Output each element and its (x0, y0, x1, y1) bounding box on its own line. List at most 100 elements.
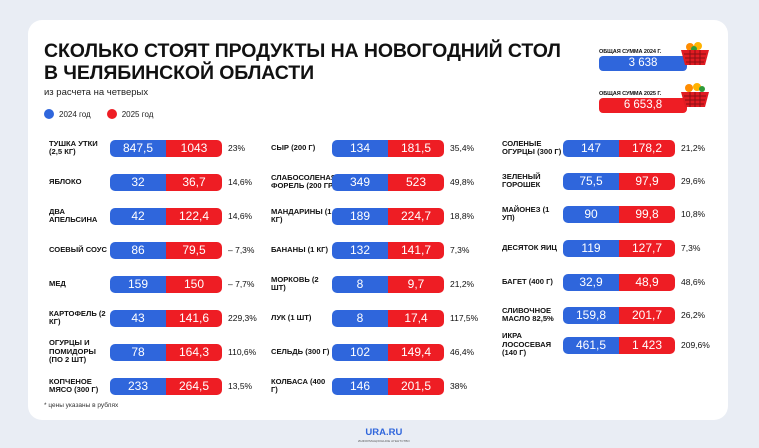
product-name: Яблоко (49, 176, 82, 186)
product-name: Сливочное масло 82,5% (502, 305, 554, 323)
price-change: 18,8% (450, 211, 475, 221)
price-2024: 146 (332, 378, 388, 395)
product-name: Икра лососевая (140 г) (502, 331, 552, 358)
product-name: Слабосоленая форель (200 гр) (271, 172, 337, 190)
legend-label-2024: 2024 год (59, 109, 91, 119)
price-2025: 1 423 (619, 337, 675, 354)
price-2025: 224,7 (388, 208, 444, 225)
legend-dot-blue (44, 109, 54, 119)
product-name: Багет (400 г) (502, 276, 553, 286)
price-2024: 42 (110, 208, 166, 225)
price-2025: 97,9 (619, 173, 675, 190)
price-2025: 99,8 (619, 206, 675, 223)
price-2024: 119 (563, 240, 619, 257)
price-2025: 36,7 (166, 174, 222, 191)
price-2024: 8 (332, 310, 388, 327)
total-2024-value: 3 638 (599, 56, 687, 71)
product-name: Соевый соус (49, 244, 107, 254)
price-2024: 86 (110, 242, 166, 259)
price-2025: 201,7 (619, 307, 675, 324)
price-2024: 43 (110, 310, 166, 327)
product-name: Копченое мясо (300 г) (49, 376, 99, 394)
price-change: 14,6% (228, 177, 253, 187)
total-2024: ОБЩАЯ СУММА 2024 Г. 3 638 (599, 49, 694, 71)
price-2024: 461,5 (563, 337, 619, 354)
total-2025-label: ОБЩАЯ СУММА 2025 Г. (599, 91, 662, 97)
price-change: 10,8% (681, 209, 706, 219)
total-2025-value: 6 653,8 (599, 98, 687, 113)
legend: 2024 год 2025 год (44, 109, 169, 119)
product-name: Десяток яиц (502, 242, 557, 252)
price-change: 23% (228, 143, 246, 153)
title-line-1: СКОЛЬКО СТОЯТ ПРОДУКТЫ НА НОВОГОДНИЙ СТО… (44, 40, 561, 62)
product-name: Мед (49, 278, 66, 288)
price-change: 21,2% (681, 143, 706, 153)
legend-label-2025: 2025 год (121, 109, 154, 119)
price-change: 209,6% (681, 340, 710, 350)
price-2025: 17,4 (388, 310, 444, 327)
product-name: Сыр (200 г) (271, 142, 316, 152)
price-change: 13,5% (228, 381, 253, 391)
brand-logo: URA.RU ИНФОРМАЦИОННОЕ АГЕНТСТВО (358, 428, 410, 446)
price-change: 7,3% (450, 245, 470, 255)
product-name: Зеленый горошек (502, 171, 541, 189)
basket-icon (681, 42, 709, 65)
price-change: 26,2% (681, 310, 706, 320)
price-2024: 75,5 (563, 173, 619, 190)
total-2024-label: ОБЩАЯ СУММА 2024 Г. (599, 49, 662, 55)
price-2025: 164,3 (166, 344, 222, 361)
price-2025: 48,9 (619, 274, 675, 291)
brand-tagline: ИНФОРМАЦИОННОЕ АГЕНТСТВО (358, 439, 410, 443)
subtitle: из расчета на четверых (44, 87, 149, 98)
price-2024: 147 (563, 140, 619, 157)
total-2025: ОБЩАЯ СУММА 2025 Г. 6 653,8 (599, 91, 694, 113)
price-change: – 7,3% (228, 245, 255, 255)
product-name: Огурцы и помидоры (по 2 шт) (49, 338, 96, 365)
price-2024: 32,9 (563, 274, 619, 291)
price-2024: 159,8 (563, 307, 619, 324)
price-2025: 178,2 (619, 140, 675, 157)
price-change: 229,3% (228, 313, 257, 323)
price-2024: 159 (110, 276, 166, 293)
price-2025: 201,5 (388, 378, 444, 395)
price-change: 14,6% (228, 211, 253, 221)
title-line-2: В ЧЕЛЯБИНСКОЙ ОБЛАСТИ (44, 62, 315, 84)
price-2025: 127,7 (619, 240, 675, 257)
price-2024: 847,5 (110, 140, 166, 157)
product-name: Соленые огурцы (300 г) (502, 138, 562, 156)
price-2025: 141,6 (166, 310, 222, 327)
price-2025: 149,4 (388, 344, 444, 361)
product-name: Мандарины (1 кг) (271, 206, 332, 224)
product-name: Сельдь (300 г) (271, 346, 330, 356)
product-name: Картофель (2 кг) (49, 308, 106, 326)
product-name: Колбаса (400 г) (271, 376, 326, 394)
page-title: СКОЛЬКО СТОЯТ ПРОДУКТЫ НА НОВОГОДНИЙ СТО… (44, 40, 574, 84)
price-change: 110,6% (228, 347, 257, 357)
price-change: 46,4% (450, 347, 475, 357)
legend-dot-red (106, 109, 117, 119)
price-2024: 189 (332, 208, 388, 225)
price-change: 21,2% (450, 279, 475, 289)
price-change: 7,3% (681, 243, 701, 253)
price-change: – 7,7% (228, 279, 255, 289)
price-2025: 9,7 (388, 276, 444, 293)
price-2025: 122,4 (166, 208, 222, 225)
footnote: * цены указаны в рублях (44, 402, 119, 409)
price-2025: 181,5 (388, 140, 444, 157)
brand-name: URA.RU (365, 427, 403, 438)
legend-item-2024: 2024 год (44, 109, 91, 119)
price-2025: 79,5 (166, 242, 222, 259)
price-2024: 90 (563, 206, 619, 223)
price-2024: 78 (110, 344, 166, 361)
price-2024: 102 (332, 344, 388, 361)
price-2024: 349 (332, 174, 388, 191)
legend-item-2025: 2025 год (106, 109, 154, 119)
product-name: Два апельсина (49, 206, 98, 224)
price-change: 117,5% (450, 313, 479, 323)
price-change: 29,6% (681, 176, 706, 186)
price-2025: 264,5 (166, 378, 222, 395)
price-change: 38% (450, 381, 468, 391)
price-2024: 132 (332, 242, 388, 259)
price-change: 49,8% (450, 177, 475, 187)
price-2024: 134 (332, 140, 388, 157)
